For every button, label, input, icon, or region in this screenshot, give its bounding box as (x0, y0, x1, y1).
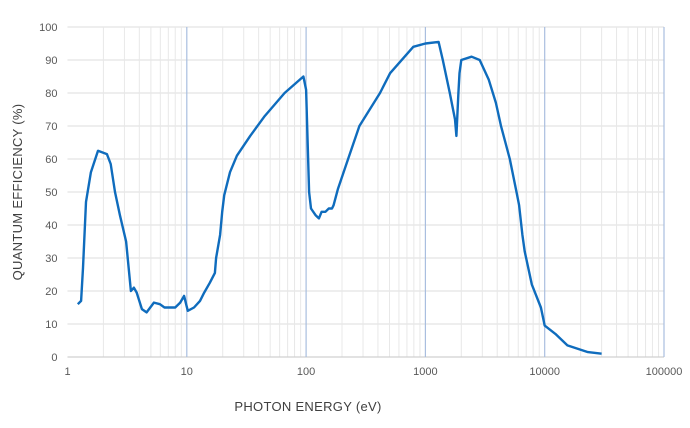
y-tick-label: 90 (45, 55, 57, 67)
x-tick-labels: 1 10 100 1000 10000 100000 (64, 366, 682, 378)
y-tick-label: 30 (45, 253, 57, 265)
x-axis-title: PHOTON ENERGY (eV) (234, 399, 381, 414)
grid (67, 26, 665, 358)
y-tick-label: 40 (45, 220, 57, 232)
y-tick-label: 70 (45, 121, 57, 133)
y-tick-label: 20 (45, 286, 57, 298)
y-tick-label: 80 (45, 88, 57, 100)
y-tick-label: 10 (45, 319, 57, 331)
y-tick-label: 50 (45, 187, 57, 199)
x-tick-label: 100 (297, 366, 315, 378)
y-axis-title: QUANTUM EFFICIENCY (%) (10, 104, 25, 281)
series-line (76, 40, 602, 355)
y-tick-label: 60 (45, 154, 57, 166)
x-tick-label: 1 (64, 366, 70, 378)
y-tick-labels: 0 10 20 30 40 50 60 70 80 90 100 (39, 22, 57, 364)
y-tick-label: 0 (51, 352, 57, 364)
x-tick-label: 10000 (529, 366, 560, 378)
x-tick-label: 10 (181, 366, 193, 378)
x-tick-label: 1000 (413, 366, 437, 378)
y-tick-label: 100 (39, 22, 57, 34)
x-tick-label: 100000 (646, 366, 683, 378)
